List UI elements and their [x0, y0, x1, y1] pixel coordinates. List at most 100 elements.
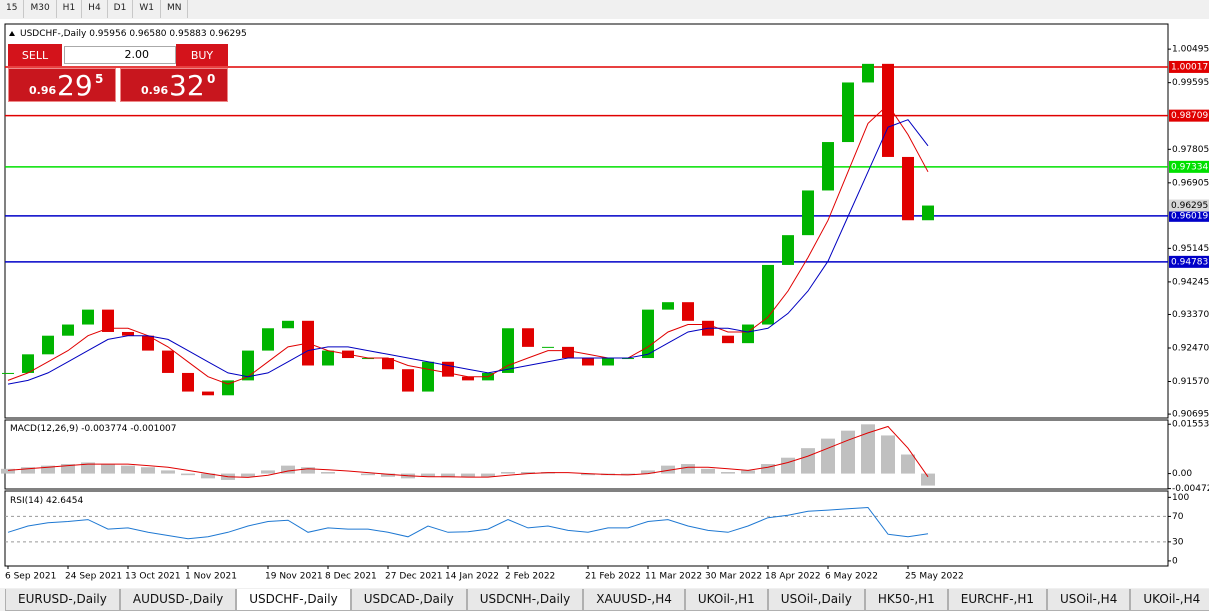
macd-bar — [361, 473, 375, 476]
ask-big: 32 — [169, 69, 205, 102]
timeframe-button[interactable]: H1 — [57, 0, 83, 18]
one-click-trading: SELL 2.00 BUY 0.96 29 5 0.96 32 0 — [8, 44, 228, 102]
macd-bar — [1, 468, 15, 474]
x-tick-label: 27 Dec 2021 — [385, 572, 443, 582]
chart-tab[interactable]: USOil-,Daily — [767, 589, 865, 611]
y-tick-label: 1.00495 — [1172, 45, 1209, 55]
macd-bar — [321, 471, 335, 474]
candle — [902, 156, 914, 221]
macd-bar — [81, 462, 95, 474]
y-tick-label: 0 — [1172, 556, 1178, 566]
candle — [382, 358, 394, 370]
rsi-panel — [4, 490, 1169, 567]
price-header: USDCHF-,Daily 0.95956 0.96580 0.95883 0.… — [20, 29, 247, 39]
lot-input[interactable]: 2.00 — [64, 46, 176, 64]
candle — [462, 376, 474, 381]
candle — [802, 190, 814, 236]
last-price-bg — [1169, 199, 1209, 212]
candle — [62, 324, 74, 336]
macd-bar — [801, 448, 815, 474]
candle — [582, 358, 594, 366]
macd-bar — [121, 465, 135, 474]
last-price-label: 0.96295 — [1171, 201, 1208, 211]
macd-bar — [581, 473, 595, 476]
buy-button[interactable]: BUY — [176, 44, 228, 66]
macd-title: MACD(12,26,9) — [10, 424, 78, 434]
candle — [202, 391, 214, 396]
open: 0.95956 — [89, 29, 126, 39]
timeframe-button[interactable]: H4 — [82, 0, 108, 18]
chart-tab[interactable]: AUDUSD-,Daily — [119, 589, 237, 611]
x-tick-label: 25 May 2022 — [905, 572, 964, 582]
level-label-bg — [1169, 109, 1209, 122]
candle — [142, 335, 154, 351]
moving-average — [7, 104, 929, 385]
y-tick-label: 0.91570 — [1172, 377, 1209, 387]
y-tick-label: 70 — [1172, 512, 1184, 522]
candle — [782, 235, 794, 265]
chart-tab[interactable]: XAUUSD-,H4 — [583, 589, 685, 611]
chart-tab[interactable]: UKOil-,H4 — [1130, 589, 1209, 611]
price-panel — [4, 23, 1169, 419]
timeframe-button[interactable]: D1 — [108, 0, 134, 18]
timeframe-button[interactable]: W1 — [133, 0, 161, 18]
macd-bar — [921, 473, 935, 486]
x-tick-label: 6 Sep 2021 — [5, 572, 56, 582]
timeframe-button[interactable]: M30 — [24, 0, 57, 18]
x-tick-label: 14 Jan 2022 — [445, 572, 499, 582]
level-label: 1.00017 — [1171, 62, 1208, 72]
bid-price[interactable]: 0.96 29 5 — [8, 68, 116, 102]
timeframe-button[interactable]: MN — [161, 0, 189, 18]
macd-header: MACD(12,26,9) -0.003774 -0.001007 — [10, 424, 177, 434]
chart-tab[interactable]: HK50-,H1 — [864, 589, 948, 611]
macd-value: -0.003774 — [81, 424, 127, 434]
macd-bar — [681, 464, 695, 474]
bid-prefix: 0.96 — [29, 84, 57, 97]
level-label: 0.97334 — [1171, 162, 1208, 172]
macd-bar — [841, 430, 855, 474]
candle — [162, 350, 174, 373]
candle — [622, 358, 634, 360]
macd-bar — [661, 465, 675, 474]
timeframe-button[interactable]: 15 — [0, 0, 25, 18]
level-label-bg — [1169, 60, 1209, 73]
candle — [822, 142, 834, 191]
chart-tab[interactable]: USOil-,H4 — [1047, 589, 1131, 611]
collapse-icon[interactable] — [9, 31, 15, 36]
candle — [742, 324, 754, 344]
macd-bar — [761, 464, 775, 474]
macd-bar — [181, 473, 195, 476]
ask-price[interactable]: 0.96 32 0 — [120, 68, 228, 102]
candle — [22, 354, 34, 373]
level-label-bg — [1169, 255, 1209, 268]
symbol: USDCHF-,Daily — [20, 29, 87, 39]
macd-bar — [41, 465, 55, 474]
macd-bar — [281, 465, 295, 474]
y-tick-label: 0.92470 — [1172, 343, 1209, 353]
bid-big: 29 — [57, 69, 93, 102]
candle — [862, 63, 874, 83]
macd-bar — [641, 470, 655, 474]
chart-tab[interactable]: USDCNH-,Daily — [466, 589, 584, 611]
chart-tab[interactable]: USDCAD-,Daily — [350, 589, 467, 611]
candle — [82, 309, 94, 325]
candle — [642, 309, 654, 359]
chart-tab[interactable]: EURCHF-,H1 — [947, 589, 1048, 611]
chart-tab[interactable]: EURUSD-,Daily — [5, 589, 120, 611]
rsi-header: RSI(14) 42.6454 — [10, 496, 83, 506]
sell-button[interactable]: SELL — [8, 44, 62, 66]
rsi-title: RSI(14) — [10, 496, 43, 506]
chart-window: USDCHF-,Daily 0.95956 0.96580 0.95883 0.… — [0, 19, 1209, 588]
macd-bar — [301, 467, 315, 474]
candle — [402, 369, 414, 392]
low: 0.95883 — [169, 29, 206, 39]
y-tick-label: 100 — [1172, 493, 1189, 503]
x-tick-label: 11 Mar 2022 — [645, 572, 702, 582]
level-label: 0.98709 — [1171, 111, 1208, 121]
chart-tab[interactable]: UKOil-,H1 — [684, 589, 768, 611]
chart-tab[interactable]: USDCHF-,Daily — [236, 589, 351, 611]
close: 0.96295 — [210, 29, 247, 39]
macd-bar — [701, 468, 715, 474]
candle — [362, 358, 374, 360]
